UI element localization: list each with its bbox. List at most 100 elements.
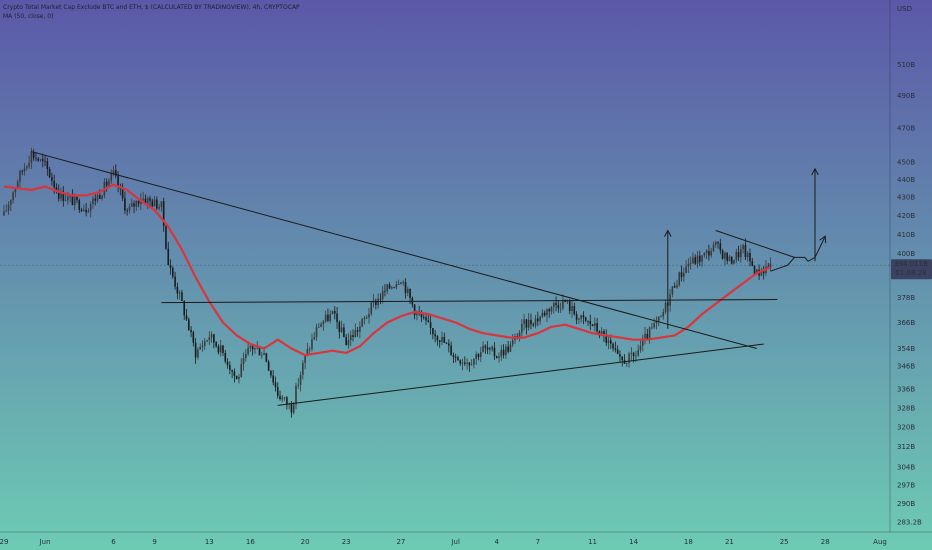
candle [388, 282, 391, 290]
candle [375, 298, 377, 310]
candle [705, 249, 708, 259]
price-axis[interactable]: 510B 490B 470B 450B 440B 430B 420B 410B 400B 378B… [897, 61, 922, 526]
drawings [31, 151, 827, 406]
candle [208, 331, 211, 346]
candle [254, 347, 256, 354]
trendline[interactable] [31, 151, 757, 349]
candle [744, 238, 747, 260]
candle [370, 300, 373, 316]
candle [130, 198, 133, 207]
candle [322, 320, 325, 331]
candle [552, 301, 555, 314]
candle [94, 192, 97, 206]
time-tick-label: 18 [684, 538, 693, 546]
candle [210, 331, 213, 343]
candle [64, 193, 67, 202]
candle [612, 342, 614, 352]
candle [135, 200, 138, 211]
candle [605, 329, 608, 346]
price-tick-label: 304B [897, 463, 915, 471]
candle [637, 344, 639, 358]
candle [696, 251, 699, 268]
candle [231, 369, 233, 379]
currency-label[interactable]: USD [897, 5, 912, 13]
candle [26, 165, 28, 171]
time-tick-label: 29 [0, 538, 8, 546]
price-tick-label: 366B [897, 319, 915, 327]
candle [445, 342, 448, 345]
candle [493, 342, 496, 360]
candle [625, 362, 628, 367]
candle [313, 332, 316, 341]
last-price-value: 394.011B [894, 260, 928, 268]
arrow-drawing[interactable] [664, 229, 672, 329]
candle [477, 353, 480, 361]
candle [662, 308, 665, 320]
price-tick-label: 410B [897, 231, 915, 239]
candle [568, 298, 571, 315]
candle [156, 196, 158, 210]
candle [3, 204, 5, 217]
candle [400, 281, 402, 285]
candle [87, 208, 90, 213]
candle [660, 315, 662, 318]
candle [473, 358, 475, 369]
candle [498, 352, 500, 363]
candle [217, 344, 220, 355]
trendline[interactable] [161, 299, 778, 304]
candle [639, 339, 642, 353]
candle [80, 207, 83, 213]
candle [281, 394, 284, 403]
candle [534, 315, 537, 329]
candle [530, 313, 532, 330]
candle [525, 318, 528, 335]
candle [41, 153, 44, 168]
candle [69, 194, 71, 203]
candle [644, 326, 646, 345]
candle [616, 345, 619, 355]
price-tick-label: 378B [897, 294, 915, 302]
arrow-drawing[interactable] [811, 167, 819, 262]
price-tick-label: 354B [897, 345, 915, 353]
time-axis[interactable]: 29 Jun 6 9 13 16 20 23 27 Jul 4 7 11 14 18 21 25 28 Aug [0, 538, 887, 546]
candle [397, 279, 400, 286]
candle [19, 169, 21, 188]
candle [571, 299, 573, 318]
candle [295, 382, 297, 410]
indicator-label[interactable]: MA (50, close, 0) [3, 13, 54, 20]
candle [338, 320, 341, 339]
candle [678, 271, 681, 287]
candle [114, 164, 117, 179]
candle [340, 320, 343, 334]
candle [222, 345, 224, 356]
candle [128, 203, 131, 214]
candle [60, 187, 62, 202]
candle [664, 299, 667, 315]
candle [283, 396, 286, 401]
candle [286, 396, 288, 410]
trendline[interactable] [277, 343, 764, 406]
candle [657, 316, 660, 327]
candle [580, 314, 582, 323]
candle [110, 169, 113, 184]
candle [356, 326, 359, 337]
candle [233, 368, 236, 383]
candle [573, 302, 576, 316]
candle [194, 338, 197, 364]
last-price-countdown: 01:08:28 [895, 269, 926, 277]
candle [197, 347, 199, 360]
candle [112, 165, 115, 177]
candle [178, 290, 181, 300]
candle [315, 323, 318, 342]
candle [429, 315, 432, 335]
trendline[interactable] [715, 230, 795, 258]
candle [311, 333, 313, 352]
candle [199, 343, 201, 350]
candle [267, 359, 270, 372]
price-tick-label: 297B [897, 482, 915, 490]
candle [16, 179, 19, 188]
candle [486, 341, 489, 355]
arrow-drawing[interactable] [770, 235, 827, 272]
